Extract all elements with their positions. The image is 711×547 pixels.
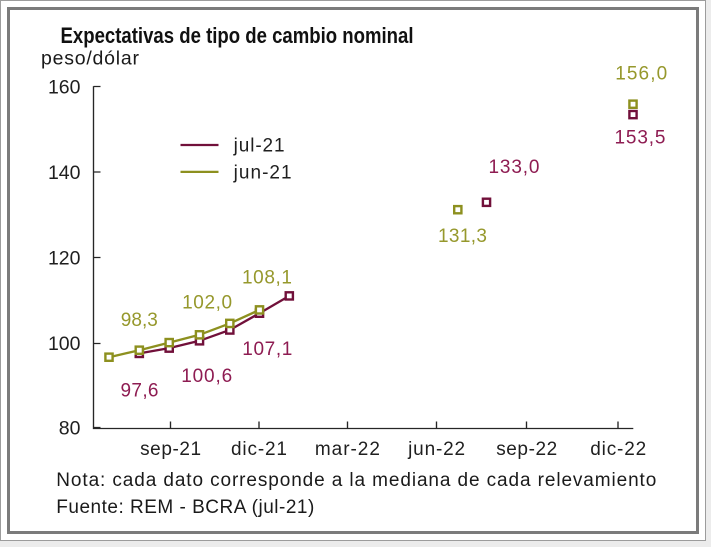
svg-text:sep-22: sep-22 (496, 439, 557, 460)
svg-text:133,0: 133,0 (489, 157, 540, 178)
svg-text:Expectativas de tipo de cambio: Expectativas de tipo de cambio nominal (61, 23, 414, 48)
svg-text:80: 80 (59, 418, 81, 440)
svg-text:108,1: 108,1 (242, 268, 292, 289)
svg-text:98,3: 98,3 (121, 310, 158, 331)
svg-text:131,3: 131,3 (438, 226, 487, 247)
svg-text:100: 100 (48, 333, 81, 355)
svg-text:dic-21: dic-21 (231, 439, 287, 460)
svg-text:jun-21: jun-21 (233, 163, 292, 184)
svg-text:100,6: 100,6 (181, 366, 232, 387)
svg-text:140: 140 (48, 162, 81, 184)
svg-text:156,0: 156,0 (615, 63, 667, 84)
svg-text:mar-22: mar-22 (315, 439, 380, 460)
svg-text:dic-22: dic-22 (590, 439, 646, 460)
svg-text:jul-21: jul-21 (233, 136, 285, 157)
svg-text:sep-21: sep-21 (140, 439, 201, 460)
svg-text:peso/dólar: peso/dólar (41, 47, 140, 69)
svg-text:160: 160 (48, 77, 81, 99)
svg-text:120: 120 (48, 248, 81, 270)
svg-text:Fuente: REM - BCRA (jul-21): Fuente: REM - BCRA (jul-21) (56, 497, 314, 518)
svg-text:Nota: cada dato corresponde a: Nota: cada dato corresponde a la mediana… (56, 470, 656, 491)
svg-text:97,6: 97,6 (121, 380, 159, 401)
svg-text:107,1: 107,1 (242, 339, 292, 360)
svg-text:102,0: 102,0 (182, 293, 232, 314)
svg-text:jun-22: jun-22 (407, 439, 465, 460)
svg-text:153,5: 153,5 (615, 128, 666, 149)
